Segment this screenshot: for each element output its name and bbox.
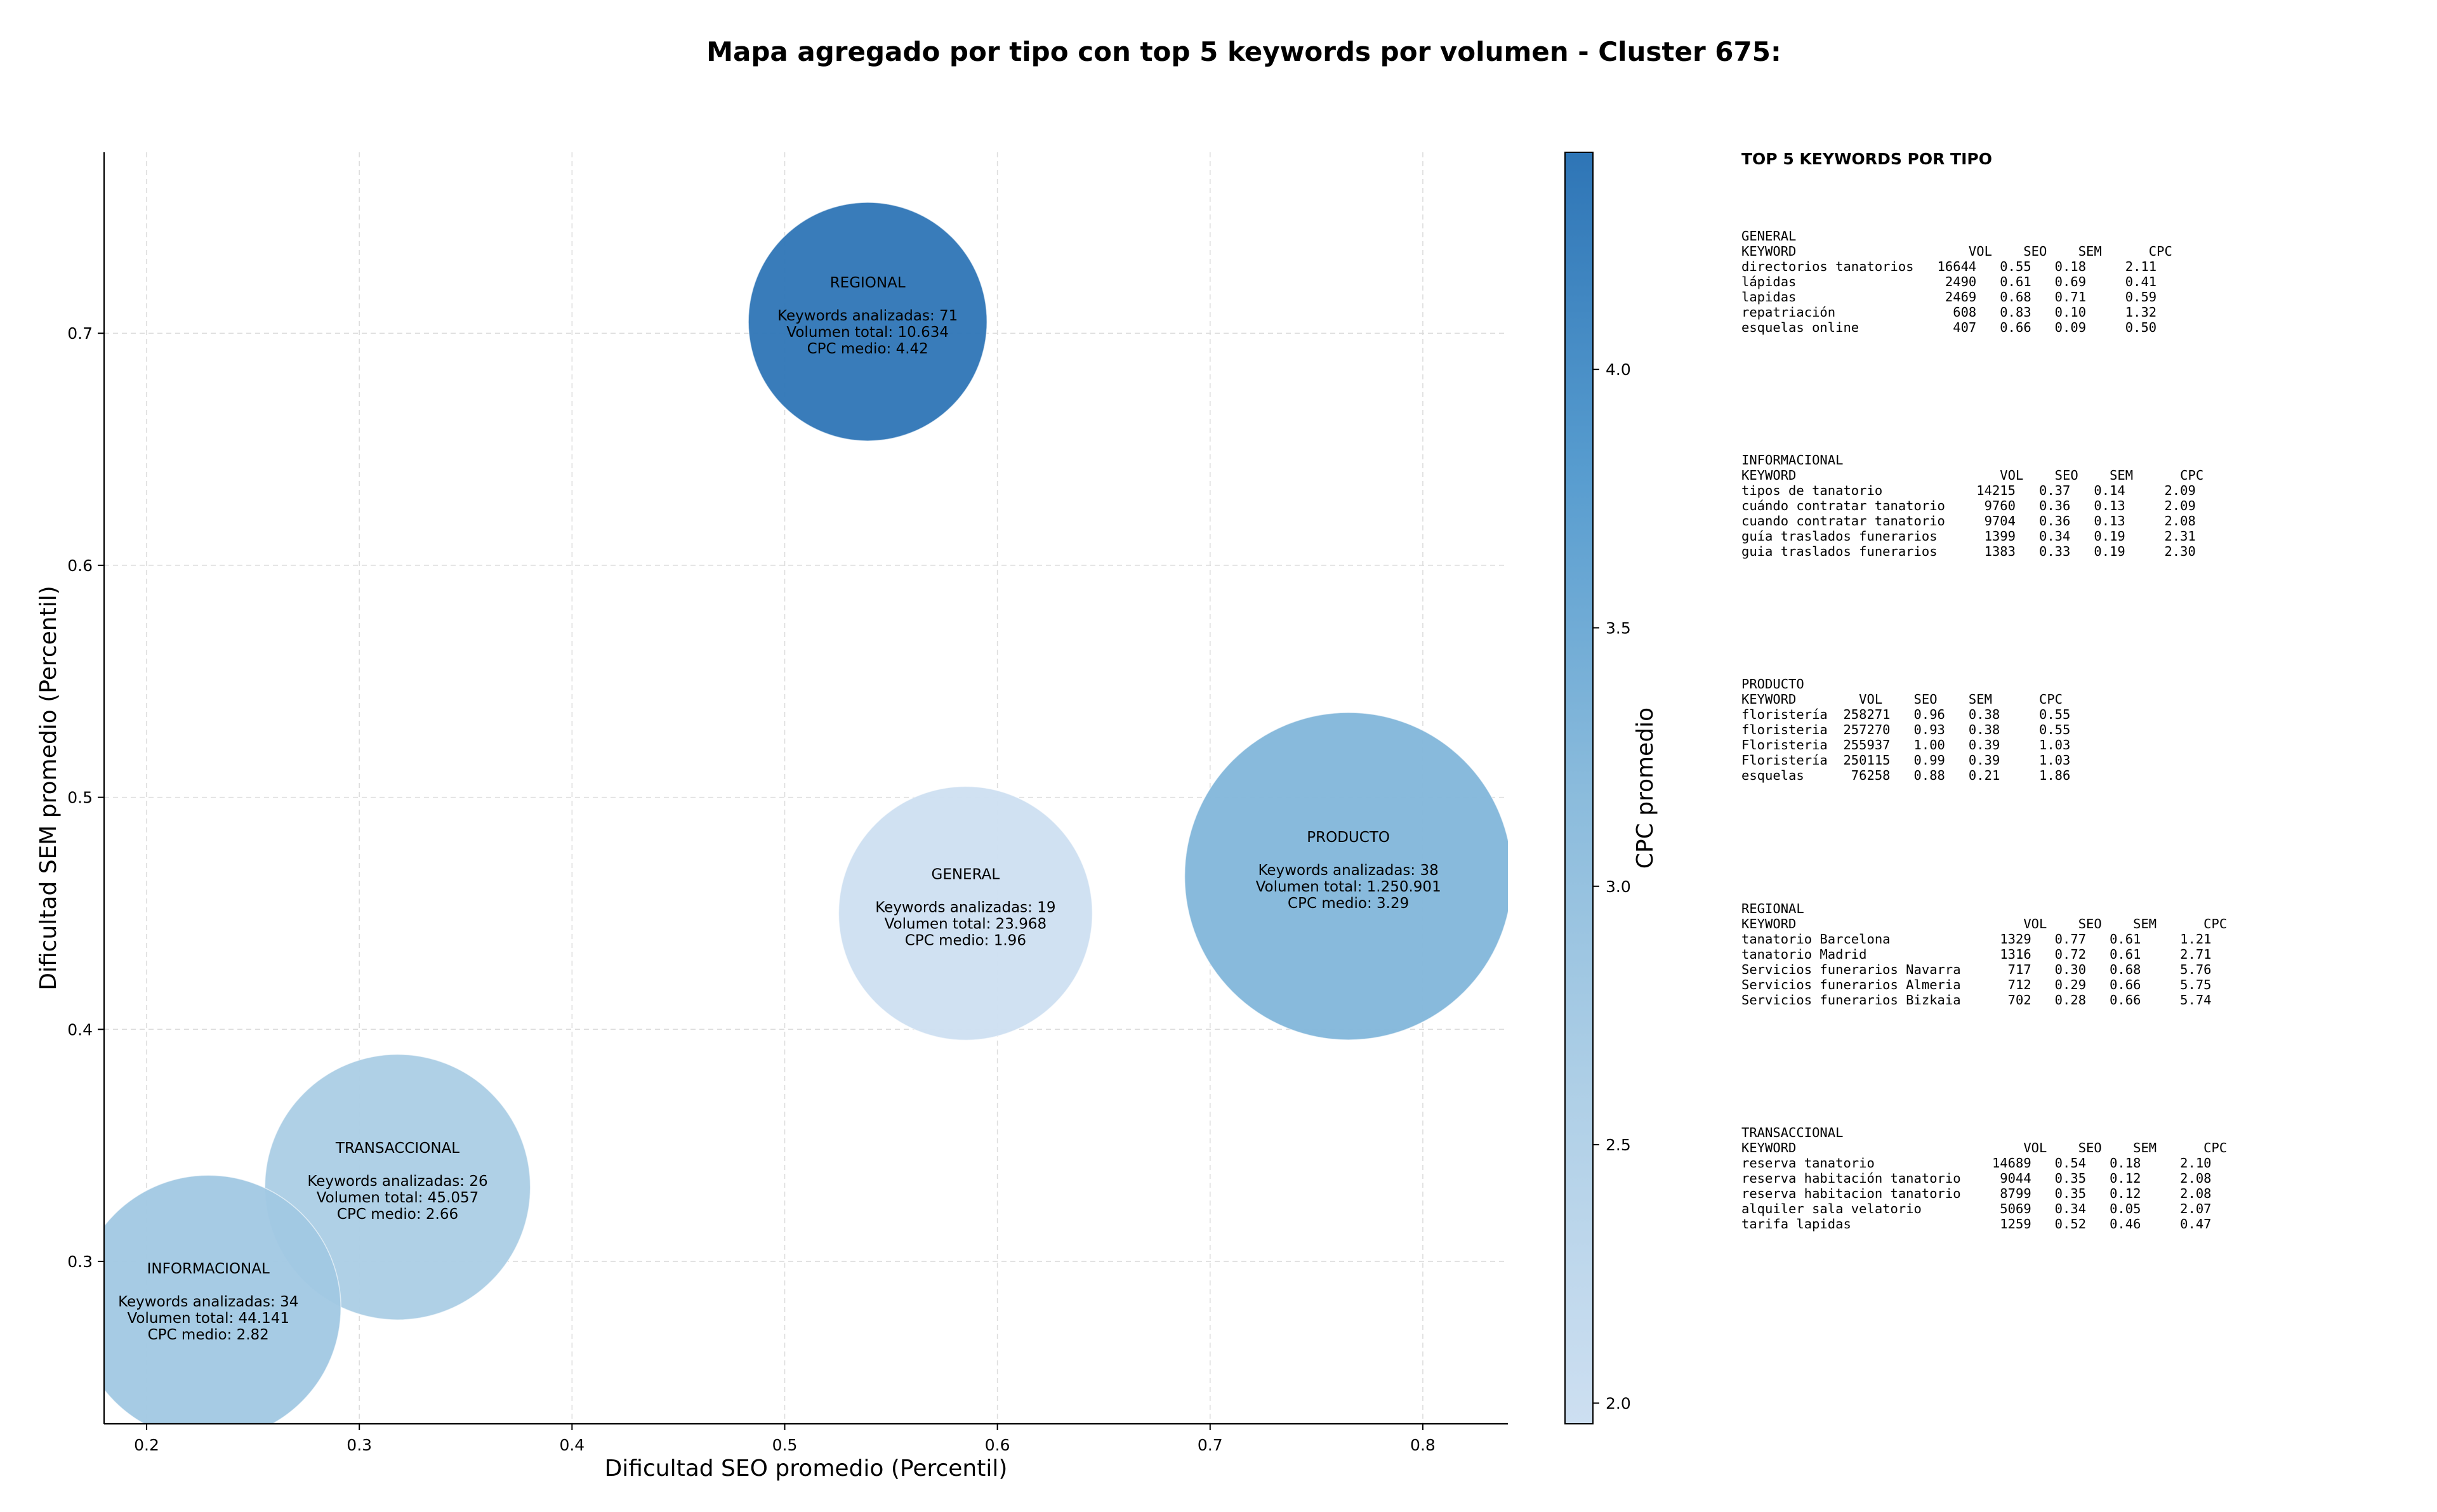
bubble-label-informacional: INFORMACIONAL: [147, 1261, 270, 1277]
x-tick-label: 0.8: [1410, 1436, 1436, 1454]
x-tick-label: 0.2: [134, 1436, 159, 1454]
colorbar-tick-label: 3.5: [1606, 619, 1631, 637]
keyword-table-row: Floristeria 255937 1.00 0.39 1.03: [1741, 737, 2071, 753]
keyword-table-row: lápidas 2490 0.61 0.69 0.41: [1741, 274, 2157, 289]
colorbar-tick-label: 2.5: [1606, 1136, 1631, 1154]
keyword-table-row: floristería 258271 0.96 0.38 0.55: [1741, 707, 2071, 722]
bubble-label-producto: PRODUCTO: [1307, 829, 1390, 846]
keyword-table-producto: PRODUCTO KEYWORD VOL SEO SEM CPC florister…: [1741, 676, 2070, 783]
bubble-general: [838, 786, 1093, 1041]
keyword-table-row: reserva tanatorio 14689 0.54 0.18 2.10: [1741, 1155, 2212, 1171]
bubble-regional: [748, 202, 987, 442]
y-tick-label: 0.3: [67, 1252, 93, 1271]
bubble-stat-regional: Volumen total: 10.634: [786, 324, 949, 341]
keyword-table-row: Floristería 250115 0.99 0.39 1.03: [1741, 753, 2071, 768]
keyword-table-row: esquelas online 407 0.66 0.09 0.50: [1741, 320, 2157, 335]
keyword-table-regional: REGIONAL KEYWORD VOL SEO SEM CPC tanatorio…: [1741, 901, 2227, 1008]
bubbles: [104, 202, 1508, 1424]
keyword-table-row: Servicios funerarios Almeria 712 0.29 0.…: [1741, 977, 2212, 992]
keyword-table-heading: GENERAL: [1741, 228, 1797, 244]
colorbar-tick-label: 3.0: [1606, 878, 1631, 896]
keyword-table-row: repatriación 608 0.83 0.10 1.32: [1741, 305, 2157, 320]
keyword-table-row: lapidas 2469 0.68 0.71 0.59: [1741, 289, 2157, 305]
side-panel-title: TOP 5 KEYWORDS POR TIPO: [1741, 150, 1992, 168]
y-tick-label: 0.7: [67, 324, 93, 343]
keyword-table-row: tarifa lapidas 1259 0.52 0.46 0.47: [1741, 1216, 2212, 1232]
y-axis-label: Dificultad SEM promedio (Percentil): [36, 586, 62, 990]
colorbar-tick-label: 2.0: [1606, 1394, 1631, 1412]
x-axis-label: Dificultad SEO promedio (Percentil): [605, 1456, 1008, 1482]
bubble-producto: [1184, 712, 1508, 1041]
bubble-label-general: GENERAL: [932, 866, 1000, 883]
keyword-table-row: reserva habitación tanatorio 9044 0.35 0…: [1741, 1171, 2212, 1186]
keyword-table-row: Servicios funerarios Bizkaia 702 0.28 0.…: [1741, 992, 2212, 1008]
keyword-table-row: floristeria 257270 0.93 0.38 0.55: [1741, 722, 2071, 737]
bubble-stat-producto: Volumen total: 1.250.901: [1256, 879, 1441, 895]
x-tick-label: 0.3: [347, 1436, 372, 1454]
keyword-table-header-row: KEYWORD VOL SEO SEM CPC: [1741, 1140, 2228, 1155]
x-tick-label: 0.6: [985, 1436, 1010, 1454]
bubble-stat-transaccional: Keywords analizadas: 26: [307, 1173, 487, 1190]
bubble-stat-regional: CPC medio: 4.42: [807, 341, 928, 357]
y-tick-label: 0.4: [67, 1020, 93, 1039]
bubble-label-transaccional: TRANSACCIONAL: [335, 1140, 459, 1157]
keyword-table-header-row: KEYWORD VOL SEO SEM CPC: [1741, 468, 2204, 483]
x-tick-label: 0.5: [772, 1436, 798, 1454]
keyword-table-header-row: KEYWORD VOL SEO SEM CPC: [1741, 244, 2172, 259]
colorbar-tick-label: 4.0: [1606, 360, 1631, 379]
y-tick-label: 0.6: [67, 556, 93, 575]
bubble-informacional: [104, 1174, 341, 1424]
bubble-stat-regional: Keywords analizadas: 71: [777, 308, 958, 324]
keyword-table-informacional: INFORMACIONAL KEYWORD VOL SEO SEM CPC tipo…: [1741, 452, 2203, 559]
bubble-stat-informacional: Keywords analizadas: 34: [118, 1294, 298, 1310]
colorbar-label: CPC promedio: [1632, 707, 1658, 869]
keyword-table-row: cuando contratar tanatorio 9704 0.36 0.1…: [1741, 513, 2196, 529]
keyword-table-heading: REGIONAL: [1741, 901, 1804, 916]
ticks: 0.2 0.3 0.4 0.5 0.6 0.7 0.8 0.3 0.4 0.5 0.6 0.7: [67, 324, 1436, 1454]
keyword-table-row: Servicios funerarios Navarra 717 0.30 0.…: [1741, 962, 2212, 977]
x-tick-label: 0.4: [559, 1436, 584, 1454]
bubble-label-regional: REGIONAL: [830, 275, 906, 291]
bubble-stat-informacional: CPC medio: 2.82: [148, 1327, 269, 1343]
keyword-table-row: tanatorio Barcelona 1329 0.77 0.61 1.21: [1741, 931, 2212, 947]
keyword-table-row: guía traslados funerarios 1399 0.34 0.19…: [1741, 529, 2196, 544]
keyword-table-header-row: KEYWORD VOL SEO SEM CPC: [1741, 692, 2063, 707]
bubble-transaccional: [264, 1054, 531, 1320]
bubble-stat-general: Volumen total: 23.968: [885, 916, 1047, 932]
bubble-stat-transaccional: Volumen total: 45.057: [317, 1190, 479, 1206]
keyword-table-row: alquiler sala velatorio 5069 0.34 0.05 2…: [1741, 1201, 2212, 1216]
bubble-stat-general: CPC medio: 1.96: [905, 932, 1026, 949]
bubble-stat-informacional: Volumen total: 44.141: [127, 1310, 289, 1327]
keyword-table-heading: PRODUCTO: [1741, 676, 1804, 692]
chart-title: Mapa agregado por tipo con top 5 keyword…: [706, 36, 1781, 67]
keyword-table-row: directorios tanatorios 16644 0.55 0.18 2…: [1741, 259, 2157, 274]
keyword-table-row: guia traslados funerarios 1383 0.33 0.19…: [1741, 544, 2196, 559]
colorbar: [1564, 152, 1594, 1424]
keyword-table-general: GENERAL KEYWORD VOL SEO SEM CPC directorio…: [1741, 228, 2172, 335]
bubble-stat-producto: CPC medio: 3.29: [1288, 895, 1409, 912]
keyword-table-heading: INFORMACIONAL: [1741, 452, 1844, 468]
x-tick-label: 0.7: [1198, 1436, 1223, 1454]
keyword-table-header-row: KEYWORD VOL SEO SEM CPC: [1741, 916, 2228, 931]
keyword-table-transaccional: TRANSACCIONAL KEYWORD VOL SEO SEM CPC rese…: [1741, 1125, 2227, 1232]
keyword-table-heading: TRANSACCIONAL: [1741, 1125, 1844, 1140]
bubble-stat-general: Keywords analizadas: 19: [875, 899, 1055, 916]
keyword-table-row: tanatorio Madrid 1316 0.72 0.61 2.71: [1741, 947, 2212, 962]
bubble-stat-transaccional: CPC medio: 2.66: [337, 1206, 458, 1223]
keyword-table-row: cuándo contratar tanatorio 9760 0.36 0.1…: [1741, 498, 2196, 513]
colorbar-ticks: 2.0 2.5 3.0 3.5 4.0: [1593, 360, 1631, 1412]
keyword-table-row: esquelas 76258 0.88 0.21 1.86: [1741, 768, 2071, 783]
keyword-table-row: reserva habitacion tanatorio 8799 0.35 0…: [1741, 1186, 2212, 1201]
y-tick-label: 0.5: [67, 789, 93, 807]
bubble-stat-producto: Keywords analizadas: 38: [1258, 862, 1439, 879]
keyword-table-row: tipos de tanatorio 14215 0.37 0.14 2.09: [1741, 483, 2196, 498]
